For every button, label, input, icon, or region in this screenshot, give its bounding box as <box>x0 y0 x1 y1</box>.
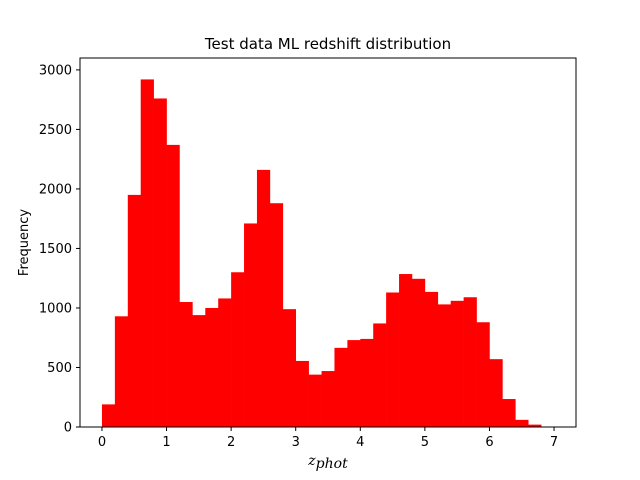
histogram-bar <box>334 347 348 427</box>
histogram-bar <box>386 292 400 427</box>
histogram-bar <box>347 340 361 427</box>
histogram-bar <box>256 169 271 427</box>
histogram-bar <box>528 424 542 427</box>
histogram-bar <box>205 307 219 427</box>
histogram-bar <box>502 399 516 427</box>
x-axis-label-subscript: phot <box>316 456 348 472</box>
histogram-bar <box>218 298 232 427</box>
histogram-bar <box>360 338 374 427</box>
histogram-bar <box>231 272 245 427</box>
histogram-bar <box>166 144 180 427</box>
histogram-bar <box>321 371 335 427</box>
histogram-bar <box>450 300 464 427</box>
y-tick-label: 2500 <box>39 123 72 138</box>
histogram-bar <box>489 359 503 427</box>
x-tick-label: 0 <box>98 435 106 450</box>
y-axis-ticks: 0 500 1000 1500 2000 2500 3000 <box>39 63 80 436</box>
y-tick-label: 1000 <box>39 301 72 316</box>
x-tick-label: 6 <box>485 435 493 450</box>
x-tick-label: 1 <box>162 435 170 450</box>
histogram-bar <box>114 316 129 427</box>
x-axis-ticks: 0 1 2 3 4 5 6 7 <box>98 427 558 450</box>
histogram-bar <box>140 79 154 427</box>
y-tick-label: 1500 <box>39 242 72 257</box>
x-axis-label-main: z <box>307 453 316 469</box>
histogram-bar <box>411 278 426 427</box>
histogram-bar <box>437 304 452 427</box>
y-axis-label: Frequency <box>17 209 32 276</box>
histogram-bar <box>515 419 529 427</box>
x-tick-label: 3 <box>292 435 300 450</box>
bars-group <box>101 79 542 427</box>
x-tick-label: 7 <box>550 435 558 450</box>
x-tick-label: 5 <box>421 435 429 450</box>
y-tick-label: 3000 <box>39 63 72 78</box>
histogram-bar <box>179 302 193 427</box>
histogram-bar <box>424 291 439 427</box>
histogram-bar <box>295 360 309 427</box>
y-tick-label: 2000 <box>39 182 72 197</box>
histogram-bar <box>373 323 387 427</box>
histogram-bar <box>476 322 490 427</box>
histogram-bar <box>308 374 322 427</box>
histogram-bar <box>399 274 413 427</box>
histogram-bar <box>101 404 116 427</box>
x-axis-label: zphot <box>307 453 348 472</box>
histogram-bar <box>192 315 206 427</box>
histogram-bar <box>282 309 297 427</box>
y-tick-label: 500 <box>47 361 72 376</box>
y-tick-label: 0 <box>64 421 72 436</box>
x-tick-label: 4 <box>356 435 364 450</box>
histogram-bar <box>463 297 477 427</box>
chart-title: Test data ML redshift distribution <box>204 35 451 53</box>
plot-frame <box>79 57 577 428</box>
histogram-bar <box>269 203 284 427</box>
histogram-bar <box>244 223 258 427</box>
x-tick-label: 2 <box>227 435 235 450</box>
histogram-bar <box>153 98 167 427</box>
histogram-bar <box>127 194 142 427</box>
